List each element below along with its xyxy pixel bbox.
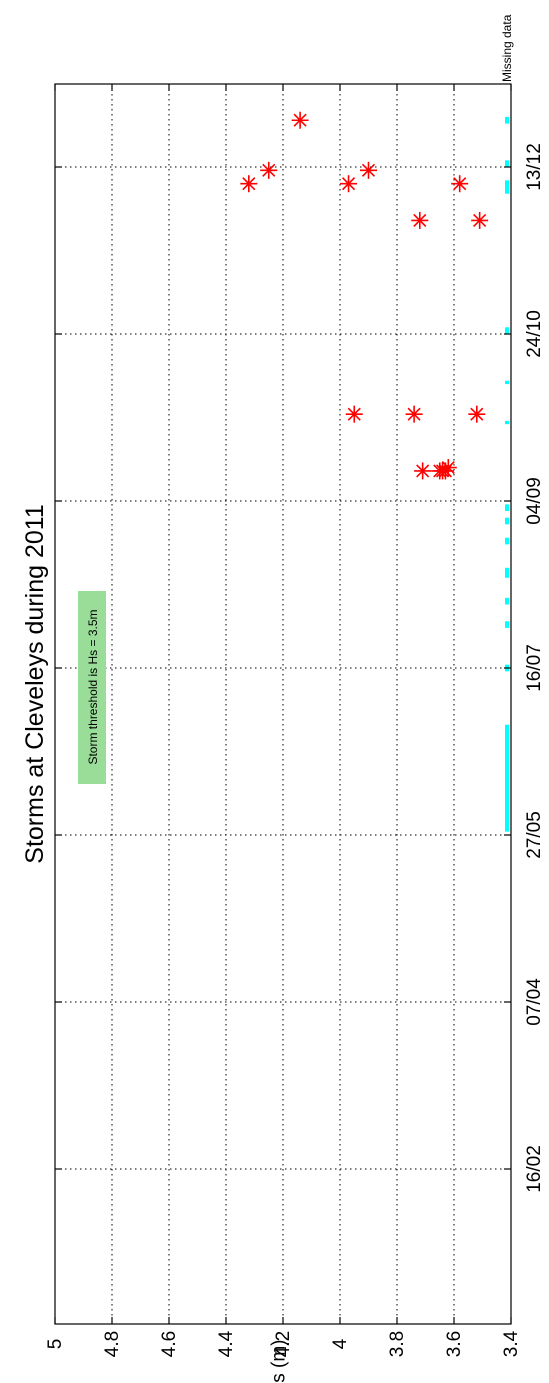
missing-data-label: Missing data [500,14,514,82]
storm-point [411,211,429,229]
date-tick-label: 24/10 [524,310,545,358]
value-tick-label: 4.4 [216,1330,237,1357]
value-tick-label: 3.8 [387,1331,408,1357]
storm-point [405,405,423,423]
value-tick-label: 4 [330,1338,351,1349]
value-tick-label: 3.4 [501,1330,522,1357]
storm-point [439,459,457,477]
value-tick-label: 4.6 [159,1331,180,1357]
storm-point [340,175,358,193]
axis-ticks: 3.4 3.6 3.8 4 4.2 4.4 4.6 4.8 5 16/02 07/04 27/05 16… [45,84,545,1357]
value-tick-label: 5 [45,1339,66,1350]
threshold-note-box [78,591,106,784]
storm-point [360,161,377,179]
storm-point [451,175,469,193]
date-tick-label: 27/05 [524,811,545,859]
storm-point [468,405,486,423]
y-axis-label: Hs (m) [269,1340,290,1383]
storm-point [291,111,309,129]
date-tick-label: 16/02 [524,1145,545,1193]
grid [55,84,511,1324]
storm-point [471,211,489,229]
value-tick-label: 3.6 [444,1331,465,1357]
storm-point [345,405,363,423]
date-tick-label: 04/09 [524,477,545,525]
chart-title: Storms at Cleveleys during 2011 [21,504,49,863]
value-tick-label: 4.2 [273,1331,294,1357]
date-tick-label: 07/04 [524,978,545,1026]
value-tick-label: 4.8 [102,1331,123,1357]
storm-point [260,161,278,179]
date-tick-label: 13/12 [524,143,545,191]
threshold-note-text: Storm threshold is Hs = 3.5m [86,609,100,764]
storm-point [414,462,432,480]
threshold-note: Storm threshold is Hs = 3.5m [78,591,106,784]
storm-series [240,111,489,480]
date-tick-label: 16/07 [524,644,545,692]
storm-point [240,175,258,193]
